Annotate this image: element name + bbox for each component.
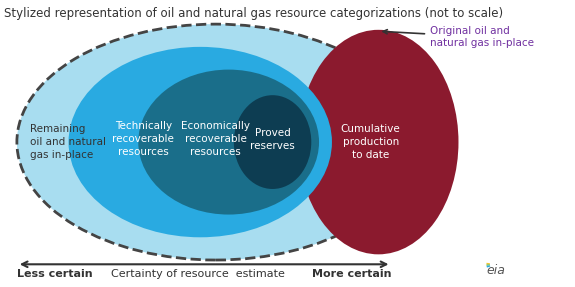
Text: Remaining
oil and natural
gas in-place: Remaining oil and natural gas in-place bbox=[30, 124, 106, 160]
Ellipse shape bbox=[138, 70, 319, 215]
Text: Less certain: Less certain bbox=[17, 269, 93, 279]
Ellipse shape bbox=[234, 95, 311, 189]
Text: More certain: More certain bbox=[312, 269, 392, 279]
Ellipse shape bbox=[298, 30, 458, 254]
Text: eia: eia bbox=[486, 264, 505, 277]
Text: Certainty of resource  estimate: Certainty of resource estimate bbox=[111, 269, 285, 279]
Text: Proved
reserves: Proved reserves bbox=[250, 128, 295, 151]
Ellipse shape bbox=[17, 24, 415, 260]
Text: Original oil and
natural gas in-place: Original oil and natural gas in-place bbox=[383, 26, 534, 48]
Text: Cumulative
production
to date: Cumulative production to date bbox=[341, 124, 401, 160]
Text: Stylized representation of oil and natural gas resource categorizations (not to : Stylized representation of oil and natur… bbox=[4, 7, 503, 20]
Text: Technically
recoverable
resources: Technically recoverable resources bbox=[113, 121, 174, 158]
Ellipse shape bbox=[68, 47, 332, 237]
Text: Economically
recoverable
resources: Economically recoverable resources bbox=[181, 121, 250, 158]
